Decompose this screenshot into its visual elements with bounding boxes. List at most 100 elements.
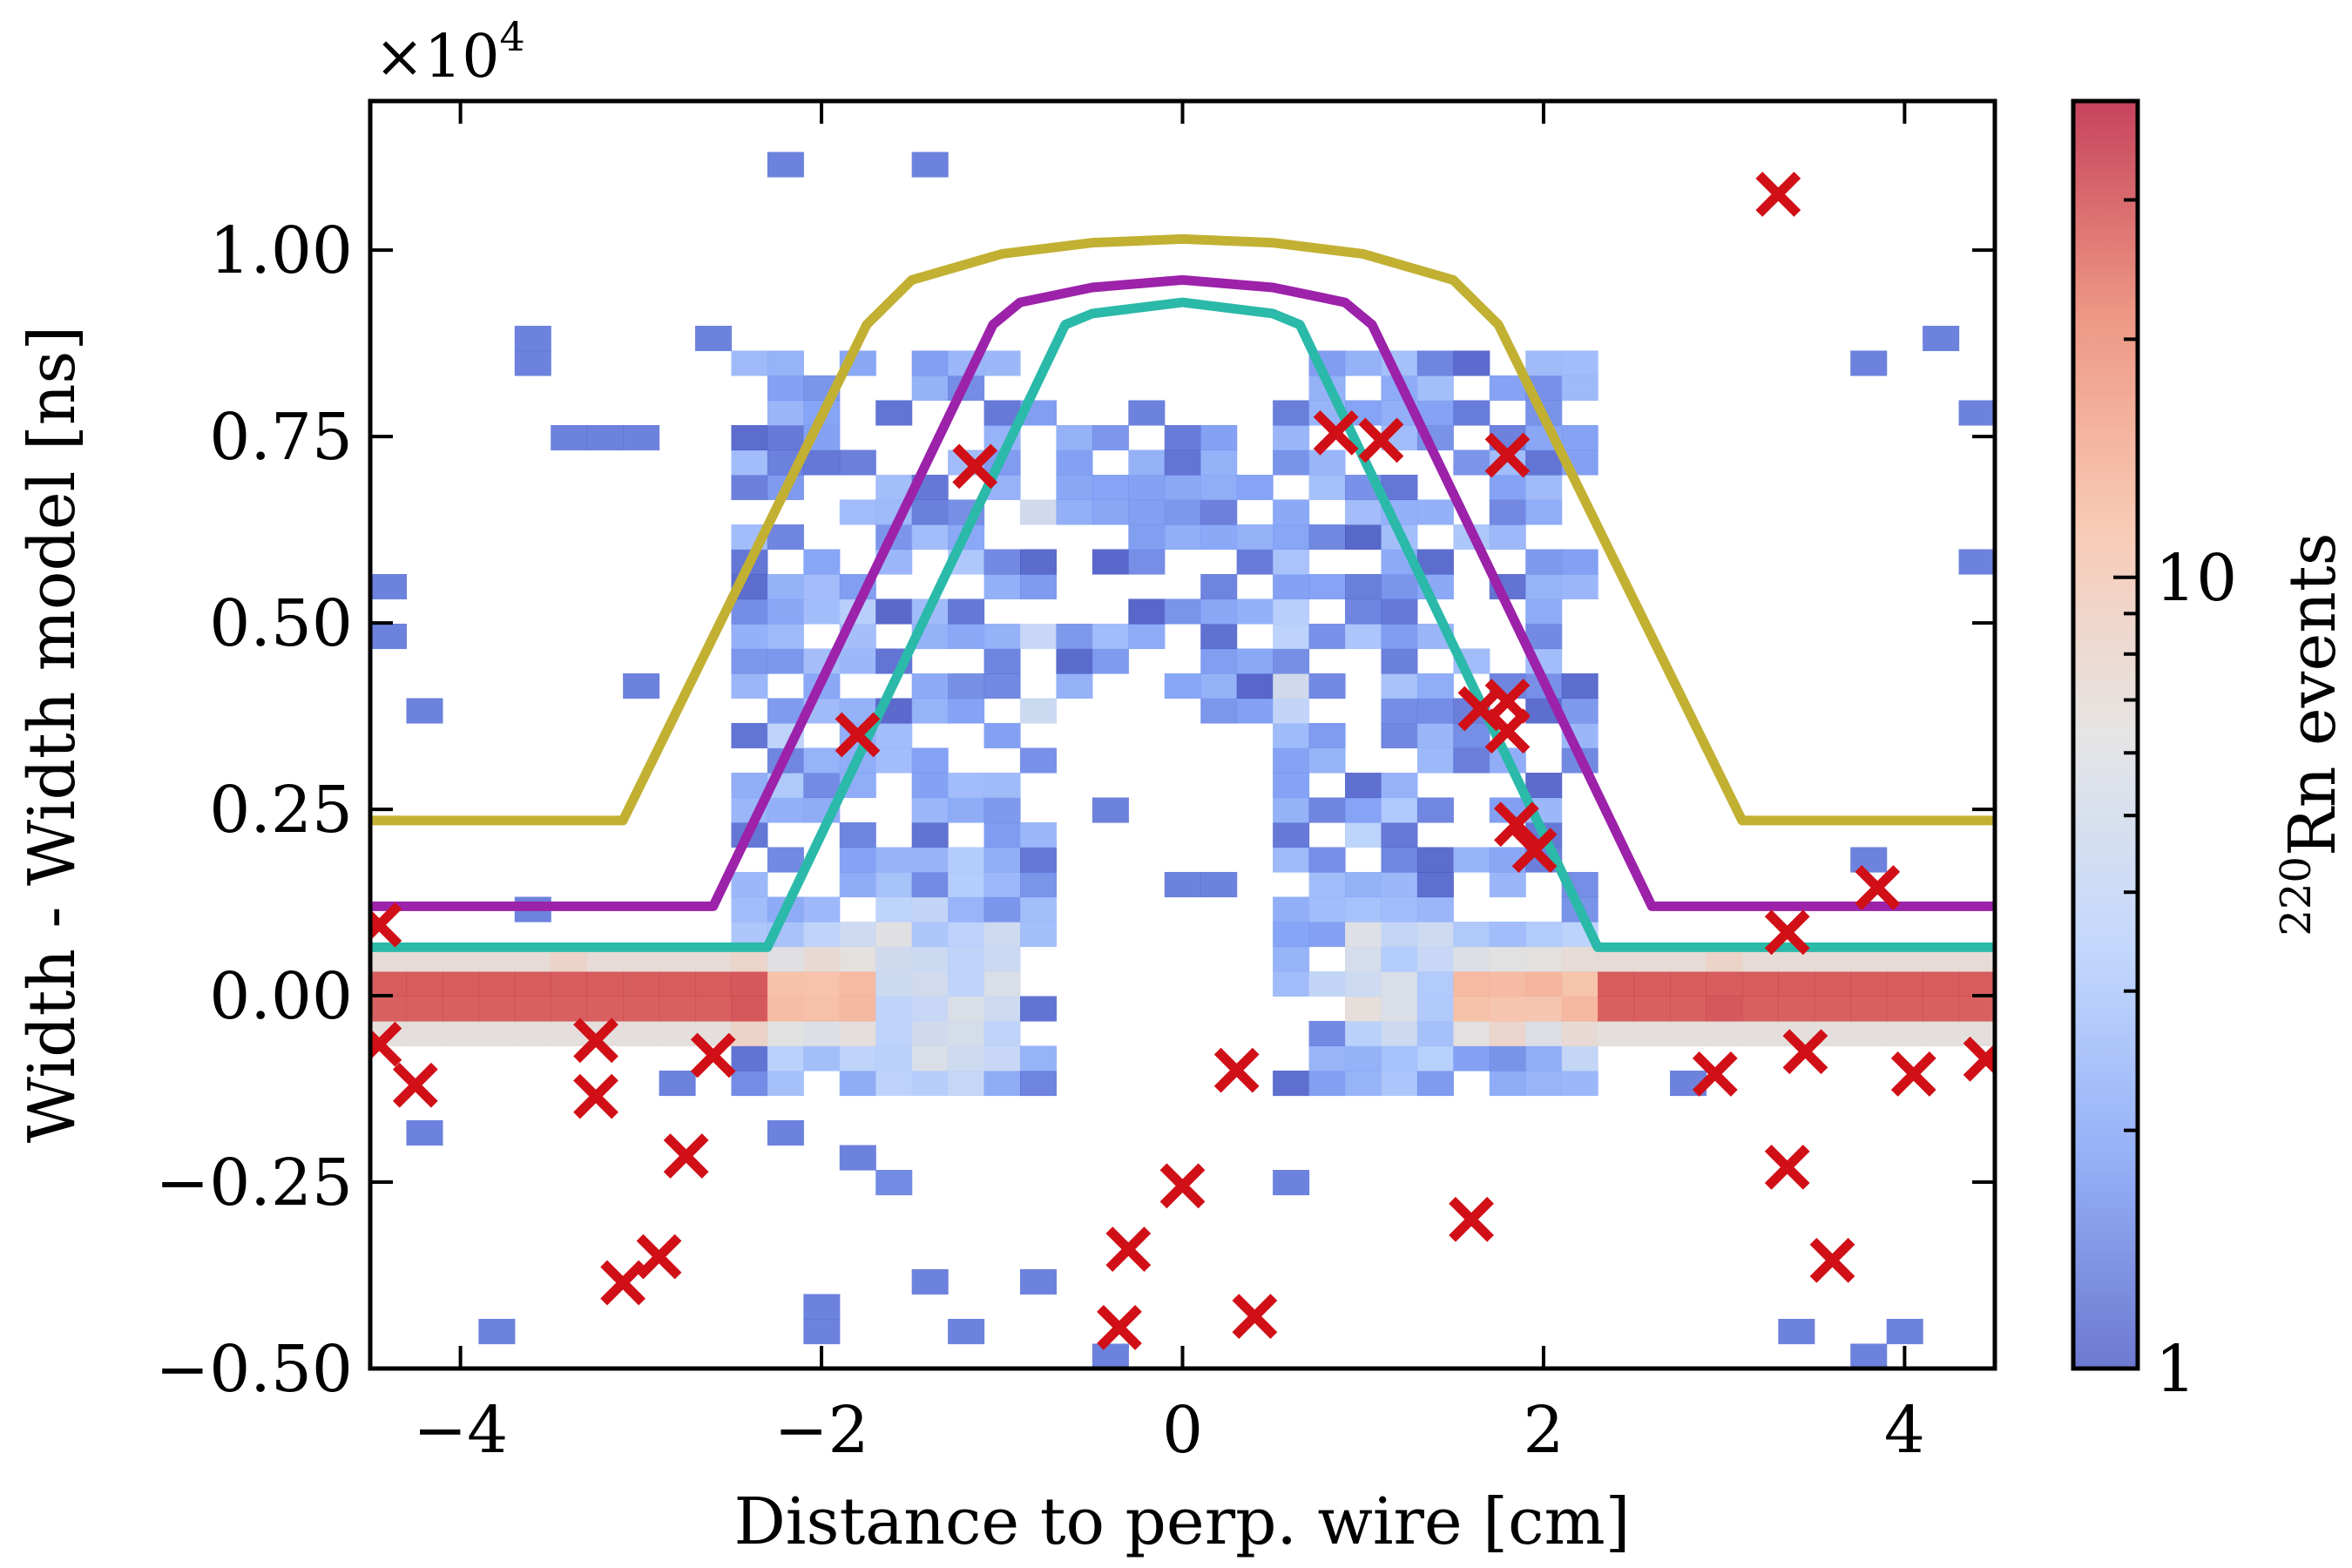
heatmap-cell xyxy=(731,424,768,451)
heatmap-cell xyxy=(406,996,443,1022)
heatmap-cell xyxy=(1056,648,1093,674)
heatmap-cell xyxy=(983,871,1021,898)
heatmap-cell xyxy=(1381,797,1418,823)
heatmap-cell xyxy=(1200,672,1238,700)
heatmap-cell xyxy=(1453,722,1490,749)
x-marker xyxy=(1963,1036,1995,1082)
heatmap-cell xyxy=(1381,474,1418,501)
heatmap-cell xyxy=(1200,598,1238,625)
heatmap-cell xyxy=(1273,524,1310,551)
heatmap-cell xyxy=(1345,970,1382,997)
x-tick-label: −4 xyxy=(413,1393,508,1468)
heatmap-cell xyxy=(731,996,768,1022)
heatmap-cell xyxy=(1381,573,1418,600)
heatmap-cell xyxy=(767,598,804,625)
heatmap-cell xyxy=(1923,970,1960,997)
heatmap-cell xyxy=(1416,996,1454,1022)
heatmap-cell xyxy=(1273,598,1310,625)
heatmap-cell xyxy=(406,1119,443,1146)
heatmap-cell xyxy=(478,1020,516,1047)
heatmap-cell xyxy=(370,623,408,650)
heatmap-cell xyxy=(1345,499,1382,525)
series-line xyxy=(370,297,1995,952)
heatmap-cell xyxy=(1164,499,1201,525)
heatmap-cell xyxy=(1381,996,1418,1022)
heatmap-cell xyxy=(803,1045,841,1071)
heatmap-cell xyxy=(1886,996,1923,1022)
heatmap-cell xyxy=(1416,970,1454,997)
heatmap-cell xyxy=(1273,722,1310,749)
x-marker xyxy=(1764,909,1810,956)
heatmap-cell xyxy=(370,573,408,600)
x-marker xyxy=(663,1133,709,1179)
x-marker-stroke xyxy=(600,1260,646,1306)
heatmap-cell xyxy=(1489,499,1526,525)
heatmap-cell xyxy=(767,797,804,823)
heatmap-cell xyxy=(1200,573,1238,600)
colorbar-label-superscript: 220 xyxy=(2272,856,2321,936)
heatmap-cell xyxy=(1561,424,1598,451)
heatmap-cell xyxy=(1200,499,1238,525)
colorbar-label: 220Rn events xyxy=(2272,532,2350,936)
heatmap-cell xyxy=(948,1070,985,1097)
heatmap-cell xyxy=(803,747,841,774)
heatmap-cell xyxy=(1525,970,1563,997)
heatmap-cell xyxy=(1416,722,1454,749)
x-marker-stroke xyxy=(1457,686,1504,732)
heatmap-cell xyxy=(839,996,876,1022)
heatmap-cell xyxy=(1020,896,1058,923)
heatmap-cell xyxy=(1525,996,1563,1022)
heatmap-cell xyxy=(1308,847,1346,873)
heatmap-cell xyxy=(1453,946,1490,972)
heatmap-cell xyxy=(1164,449,1201,476)
heatmap-cell xyxy=(1056,499,1093,525)
heatmap-cell xyxy=(1416,672,1454,700)
heatmap-cell xyxy=(875,1020,913,1047)
heatmap-cell xyxy=(1200,698,1238,724)
heatmap-cell xyxy=(1416,1045,1454,1071)
heatmap-cell xyxy=(767,350,804,376)
heatmap-cell xyxy=(767,1119,804,1146)
heatmap-cell xyxy=(1273,400,1310,426)
heatmap-cell xyxy=(406,970,443,997)
heatmap-cell xyxy=(839,1070,876,1097)
x-marker xyxy=(1232,1294,1278,1339)
heatmap-cell xyxy=(839,648,876,674)
x-tick-label: −2 xyxy=(774,1393,869,1468)
heatmap-cell xyxy=(983,722,1021,749)
heatmap-cell xyxy=(948,1045,985,1071)
heatmap-cell xyxy=(767,1045,804,1071)
heatmap-cell xyxy=(1345,946,1382,972)
heatmap-cell xyxy=(1706,970,1743,997)
heatmap-cell xyxy=(1308,524,1346,551)
x-tick-label: 2 xyxy=(1523,1393,1564,1468)
heatmap-cell xyxy=(586,970,624,997)
heatmap-cell xyxy=(695,970,733,997)
x-marker xyxy=(952,443,998,490)
x-marker xyxy=(1890,1051,1936,1097)
heatmap-cell xyxy=(1453,747,1490,774)
heatmap-cell xyxy=(1850,1020,1888,1047)
heatmap-cell xyxy=(1200,524,1238,551)
heatmap-cell xyxy=(948,847,985,873)
heatmap-cell xyxy=(803,772,841,799)
heatmap-cell xyxy=(983,970,1021,997)
heatmap-cell xyxy=(1416,375,1454,402)
heatmap-cell xyxy=(875,946,913,972)
x-marker-stroke xyxy=(690,1032,736,1078)
heatmap-cell xyxy=(1958,549,1995,575)
heatmap xyxy=(370,101,1995,1369)
x-marker-stroke xyxy=(1890,1051,1936,1097)
heatmap-cell xyxy=(551,970,588,997)
y-tick-label: 1.00 xyxy=(209,213,353,288)
x-marker xyxy=(392,1062,438,1108)
heatmap-cell xyxy=(1416,946,1454,972)
heatmap-cell xyxy=(1020,821,1058,848)
heatmap-cell xyxy=(1092,623,1129,650)
heatmap-cell xyxy=(623,424,660,451)
heatmap-cell xyxy=(1453,449,1490,476)
heatmap-cell xyxy=(1056,474,1093,501)
heatmap-cell xyxy=(911,970,949,997)
heatmap-cell xyxy=(1056,424,1093,451)
heatmap-cell xyxy=(1020,499,1058,525)
